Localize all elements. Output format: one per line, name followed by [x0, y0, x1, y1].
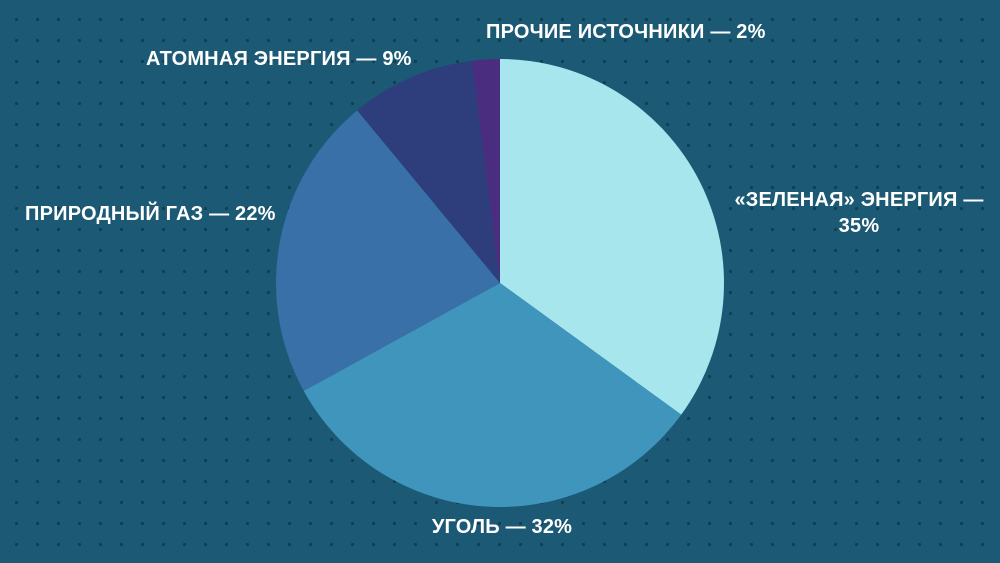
slice-label-natural-gas: ПРИРОДНЫЙ ГАЗ — 22% [25, 203, 276, 225]
pie-slice-other [471, 59, 500, 283]
slice-label-green-energy: «ЗЕЛЕНАЯ» ЭНЕРГИЯ — 35% [730, 187, 988, 239]
slice-label-atomic-energy: АТОМНАЯ ЭНЕРГИЯ — 9% [146, 48, 412, 70]
pie-slice-atomic [357, 60, 500, 283]
pie-slice-gas [276, 110, 500, 391]
slice-label-other-sources: ПРОЧИЕ ИСТОЧНИКИ — 2% [486, 21, 766, 43]
slice-label-green-energy-line1: «ЗЕЛЕНАЯ» ЭНЕРГИЯ — [734, 189, 984, 211]
pie-slice-coal [303, 283, 682, 507]
pie-slice-green [500, 59, 724, 415]
slice-label-coal: УГОЛЬ — 32% [431, 516, 573, 538]
slice-label-green-energy-line2: 35% [838, 215, 880, 237]
